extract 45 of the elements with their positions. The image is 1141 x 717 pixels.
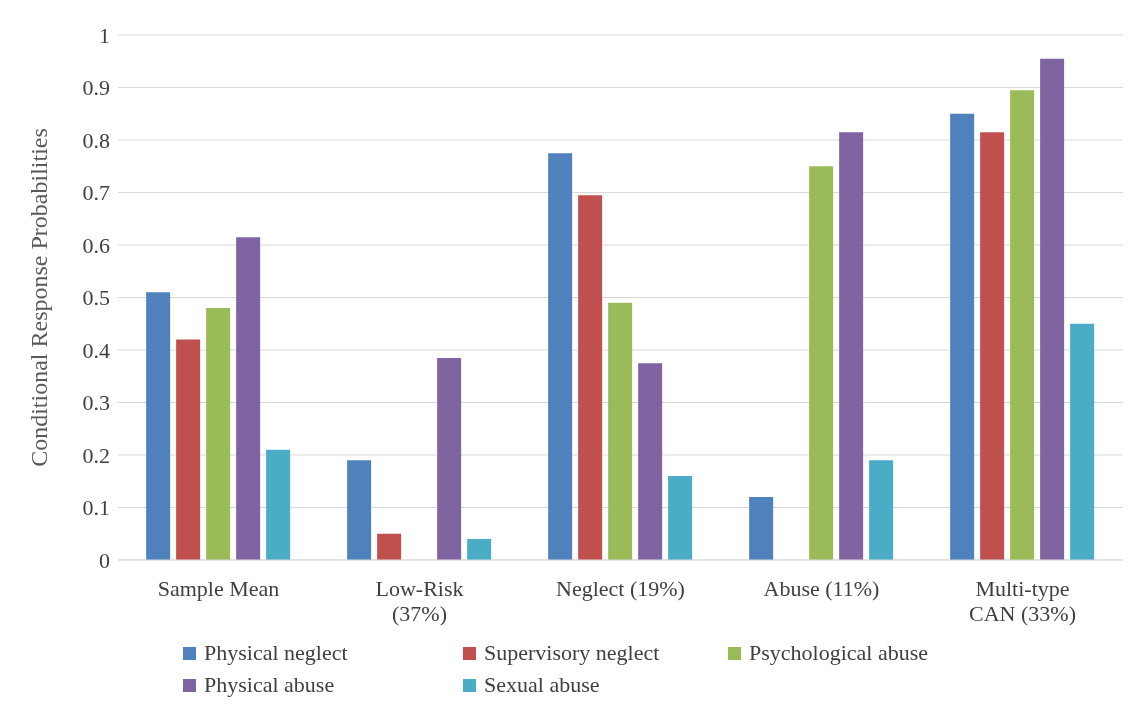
bar: [950, 113, 975, 560]
bar: [839, 132, 864, 560]
bar: [467, 539, 492, 560]
bar: [176, 339, 201, 560]
x-tick-label: Sample Mean: [157, 575, 280, 601]
bar: [1070, 323, 1095, 560]
x-tick-label: Low-Risk (37%): [375, 575, 464, 627]
y-tick-label: 0.5: [82, 285, 110, 311]
y-tick-label: 0.9: [82, 75, 110, 101]
legend-label: Physical abuse: [204, 672, 335, 698]
bar: [206, 308, 231, 560]
legend-label: Psychological abuse: [749, 640, 929, 666]
y-tick-label: 0.8: [82, 127, 110, 153]
y-tick-label: 0.1: [82, 495, 110, 521]
bar: [236, 237, 261, 560]
bar: [608, 302, 633, 560]
bar: [578, 195, 603, 560]
bar: [980, 132, 1005, 560]
y-tick-label: 0: [99, 547, 110, 573]
bar: [347, 460, 372, 560]
bar: [749, 497, 774, 560]
legend-label: Supervisory neglect: [484, 640, 660, 666]
bar: [869, 460, 894, 560]
bar: [638, 363, 663, 560]
bar: [377, 533, 402, 560]
y-tick-label: 1: [99, 22, 110, 48]
y-tick-label: 0.6: [82, 232, 110, 258]
bar: [437, 357, 462, 560]
x-tick-label: Multi-type CAN (33%): [969, 575, 1076, 627]
x-tick-label: Neglect (19%): [556, 575, 685, 601]
y-tick-label: 0.7: [82, 180, 110, 206]
legend-label: Physical neglect: [204, 640, 348, 666]
bar: [809, 166, 834, 560]
y-tick-label: 0.4: [82, 337, 110, 363]
bar: [266, 449, 291, 560]
y-tick-label: 0.2: [82, 442, 110, 468]
bar: [668, 476, 693, 560]
bar: [1040, 58, 1065, 560]
y-tick-label: 0.3: [82, 390, 110, 416]
bar: [146, 292, 171, 560]
x-tick-label: Abuse (11%): [763, 575, 880, 601]
bar: [548, 153, 573, 560]
y-axis-title: Conditional Response Probabilities: [25, 128, 52, 467]
legend-label: Sexual abuse: [484, 672, 600, 698]
bar: [1010, 90, 1035, 560]
